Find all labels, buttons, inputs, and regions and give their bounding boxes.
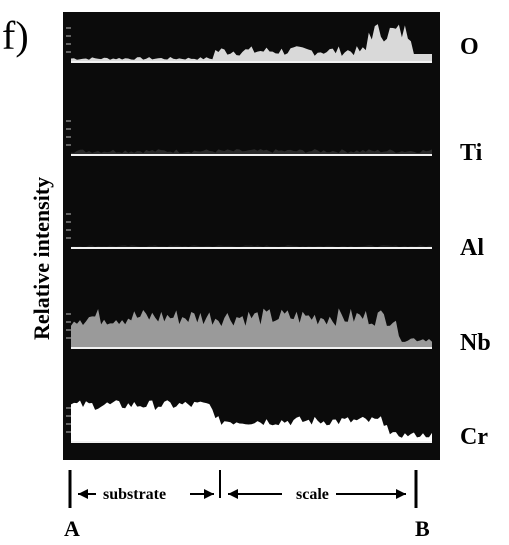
region-label-scale: scale: [296, 486, 329, 503]
series-label-cr: Cr: [460, 424, 488, 450]
plot-background: [63, 12, 440, 460]
y-axis-label: Relative intensity: [29, 176, 54, 340]
region-label-substrate: substrate: [103, 486, 167, 503]
scale-right-arrow: [396, 489, 406, 499]
trace-ti: [66, 120, 432, 156]
trace-area-o: [71, 24, 432, 63]
substrate-right-arrow: [204, 489, 214, 499]
trace-cr: [66, 400, 432, 443]
trace-area-nb: [71, 308, 432, 348]
series-label-ti: Ti: [460, 140, 483, 166]
endpoint-label-b: B: [415, 516, 430, 541]
trace-nb: [66, 308, 432, 349]
endpoint-label-a: A: [64, 516, 80, 541]
scale-left-arrow: [228, 489, 238, 499]
substrate-left-arrow: [78, 489, 88, 499]
trace-area-ti: [71, 149, 432, 155]
trace-group: [66, 24, 432, 443]
series-label-o: O: [460, 34, 479, 60]
trace-o: [66, 24, 432, 63]
series-label-al: Al: [460, 235, 484, 261]
panel-label: f): [2, 13, 29, 58]
trace-area-cr: [71, 400, 432, 442]
series-label-nb: Nb: [460, 330, 491, 356]
trace-al: [66, 213, 432, 249]
